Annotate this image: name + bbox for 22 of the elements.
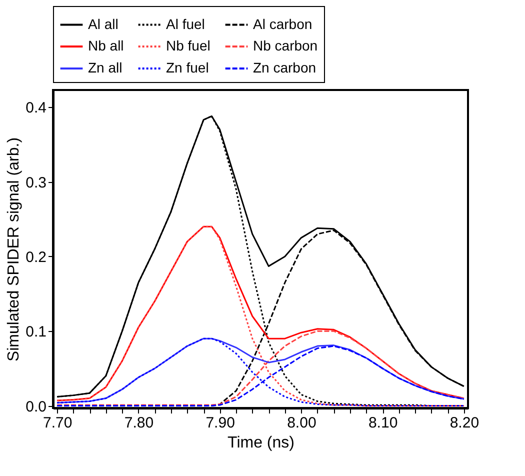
legend-label: Nb carbon bbox=[253, 38, 318, 54]
x-tick-label: 7.90 bbox=[206, 414, 235, 432]
legend-label: Zn carbon bbox=[253, 60, 316, 76]
legend-label: Al carbon bbox=[253, 16, 312, 32]
x-tick-label: 8.10 bbox=[368, 414, 398, 432]
y-axis-title: Simulated SPIDER signal (arb.) bbox=[6, 137, 23, 362]
y-tick-label: 0.3 bbox=[26, 174, 46, 192]
legend-label: Zn fuel bbox=[166, 60, 209, 76]
legend-label: Al fuel bbox=[166, 16, 205, 32]
legend-label: Al all bbox=[88, 16, 118, 32]
y-tick-label: 0.2 bbox=[26, 248, 46, 266]
y-tick-label: 0.1 bbox=[26, 324, 46, 341]
legend-label: Nb all bbox=[88, 38, 124, 54]
y-tick-label: 0.4 bbox=[26, 100, 46, 117]
x-tick-label: 8.20 bbox=[450, 414, 480, 432]
x-axis-title: Time (ns) bbox=[228, 434, 294, 452]
x-tick-label: 7.70 bbox=[42, 414, 72, 432]
legend-label: Nb fuel bbox=[166, 38, 210, 54]
x-tick-label: 8.00 bbox=[287, 414, 316, 432]
x-tick-label: 7.80 bbox=[124, 414, 154, 432]
y-tick-label: 0.0 bbox=[26, 398, 46, 416]
legend-label: Zn all bbox=[88, 60, 122, 76]
